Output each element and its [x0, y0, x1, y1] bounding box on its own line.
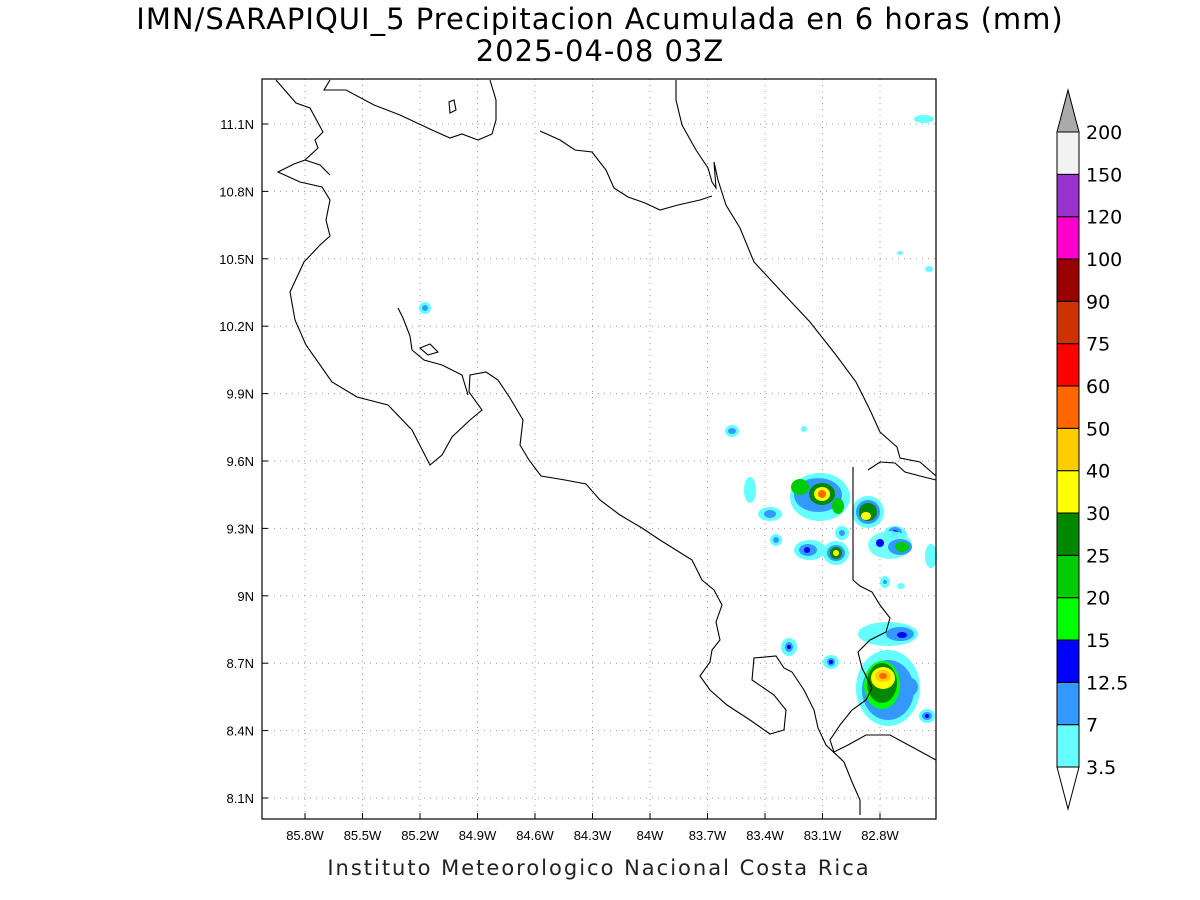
footer-credit: Instituto Meteorologico Nacional Costa R…	[327, 856, 871, 880]
precip-cell	[764, 510, 776, 518]
precip-cell	[791, 479, 809, 495]
lon-tick-label: 83.7W	[689, 828, 727, 843]
longitude-axis: 85.8W 85.5W 85.2W 84.9W 84.6W 84.3W 84W 83.7W 83…	[286, 813, 900, 843]
lon-tick-label: 85.5W	[344, 828, 382, 843]
lat-tick-label: 10.5N	[219, 252, 254, 267]
colorbar-swatch	[1056, 554, 1080, 599]
colorbar-swatch	[1056, 597, 1080, 641]
precip-cell	[832, 498, 844, 514]
colorbar-under-triangle	[1056, 766, 1080, 811]
colorbar-label: 20	[1086, 588, 1110, 610]
colorbar-label: 100	[1086, 249, 1122, 271]
colorbar-label: 7	[1086, 715, 1098, 737]
precip-cell	[925, 714, 929, 718]
lon-tick-label: 84.9W	[459, 828, 497, 843]
colorbar-label: 30	[1086, 503, 1110, 525]
precipitation-field	[419, 115, 937, 726]
lon-tick-label: 84.6W	[516, 828, 554, 843]
colorbar-swatch	[1056, 131, 1080, 175]
precip-cell	[897, 632, 907, 638]
colorbar-swatch	[1056, 724, 1080, 768]
colorbar-swatch	[1056, 258, 1080, 302]
lon-tick-label: 85.2W	[401, 828, 439, 843]
lat-tick-label: 8.7N	[227, 656, 254, 671]
colorbar-legend: 3.5 7 12.5 15 20 25 30 40 50 60 75 90 100 120 150 200	[1056, 88, 1128, 811]
lat-tick-label: 9N	[237, 589, 254, 604]
colorbar-label: 50	[1086, 418, 1110, 440]
colorbar-label: 150	[1086, 164, 1122, 186]
colorbar-label: 60	[1086, 376, 1110, 398]
precip-cell	[744, 477, 756, 503]
colorbar-swatch	[1056, 639, 1080, 683]
lon-tick-label: 83.4W	[746, 828, 784, 843]
colorbar-label: 15	[1086, 630, 1110, 652]
lon-tick-label: 84.3W	[574, 828, 612, 843]
latitude-axis: 11.1N 10.8N 10.5N 10.2N 9.9N 9.6N 9.3N 9N 8.7N 8.…	[219, 117, 268, 806]
lat-tick-label: 9.9N	[227, 387, 254, 402]
precip-cell	[895, 542, 909, 552]
coastline	[275, 79, 937, 815]
precip-cell	[879, 673, 887, 679]
colorbar-label: 200	[1086, 122, 1122, 144]
lat-tick-label: 10.8N	[219, 184, 254, 199]
colorbar-label: 12.5	[1086, 672, 1128, 694]
lon-tick-label: 84W	[637, 828, 664, 843]
precip-cell	[839, 530, 845, 536]
precip-cell	[914, 115, 934, 123]
map-grid	[262, 79, 936, 819]
lon-tick-label: 82.8W	[861, 828, 899, 843]
precip-cell	[829, 660, 833, 664]
lat-tick-label: 9.3N	[227, 521, 254, 536]
lon-tick-label: 85.8W	[286, 828, 324, 843]
precip-cell	[804, 547, 810, 553]
colorbar-swatch	[1056, 470, 1080, 514]
colorbar-swatch	[1056, 300, 1080, 345]
colorbar-swatch	[1056, 512, 1080, 556]
precip-cell	[897, 251, 903, 255]
precip-cell	[925, 544, 937, 568]
colorbar-label: 40	[1086, 461, 1110, 483]
colorbar-swatch	[1056, 343, 1080, 387]
precip-cell	[801, 426, 807, 432]
colorbar-swatch	[1056, 681, 1080, 726]
map-subtitle: 2025-04-08 03Z	[475, 34, 725, 68]
colorbar-label: 3.5	[1086, 757, 1116, 779]
colorbar-label: 90	[1086, 291, 1110, 313]
lat-tick-label: 8.1N	[227, 791, 254, 806]
precip-cell	[902, 678, 918, 696]
map-title: IMN/SARAPIQUI_5 Precipitacion Acumulada …	[136, 2, 1064, 36]
precip-cell	[833, 550, 839, 556]
map-frame	[261, 78, 937, 820]
precip-cell	[883, 580, 887, 584]
lat-tick-label: 8.4N	[227, 724, 254, 739]
colorbar-label: 120	[1086, 207, 1122, 229]
lon-tick-label: 83.1W	[804, 828, 842, 843]
colorbar-swatch	[1056, 427, 1080, 472]
colorbar-swatch	[1056, 385, 1080, 429]
colorbar-label: 75	[1086, 334, 1110, 356]
precip-cell	[876, 539, 884, 547]
colorbar-label: 25	[1086, 545, 1110, 567]
colorbar-swatch	[1056, 216, 1080, 260]
precip-cell	[818, 490, 826, 498]
precip-cell	[787, 645, 791, 649]
colorbar-swatch	[1056, 173, 1080, 218]
lat-tick-label: 11.1N	[220, 117, 254, 132]
precip-cell	[728, 428, 736, 434]
precip-cell	[861, 512, 871, 520]
lat-tick-label: 9.6N	[227, 454, 254, 469]
precip-cell	[773, 537, 779, 543]
lat-tick-label: 10.2N	[219, 319, 254, 334]
precip-cell	[897, 583, 905, 589]
precip-cell	[422, 305, 428, 311]
precip-cell	[925, 266, 933, 272]
colorbar-over-triangle	[1056, 88, 1080, 133]
